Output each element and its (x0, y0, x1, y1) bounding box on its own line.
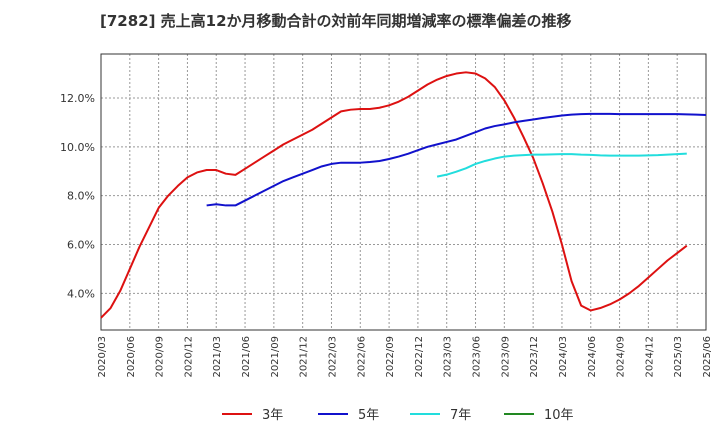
series-line-0 (100, 71, 688, 319)
x-tick-label: 2023/12 (529, 336, 540, 378)
x-tick-label: 2021/03 (212, 336, 223, 378)
x-tick-label: 2025/03 (673, 336, 684, 378)
x-tick-label: 2023/03 (443, 336, 454, 378)
x-tick-label: 2024/03 (558, 336, 569, 378)
x-tick-label: 2023/09 (500, 336, 511, 378)
x-tick-label: 2020/03 (97, 336, 108, 378)
x-tick-label: 2021/09 (270, 336, 281, 378)
x-tick-label: 2020/06 (126, 336, 137, 378)
x-axis: 2020/03 2020/06 2020/09 2020/12 2021/03 2021/… (97, 336, 713, 378)
series-line-1 (206, 112, 707, 207)
x-tick-label: 2022/06 (356, 336, 367, 378)
x-tick-label: 2023/06 (472, 336, 483, 378)
x-tick-label: 2022/03 (327, 336, 338, 378)
y-tick-label: 6.0% (67, 239, 95, 252)
y-tick-label: 10.0% (60, 141, 95, 154)
x-tick-label: 2024/12 (644, 336, 655, 378)
x-tick-label: 2024/06 (587, 336, 598, 378)
x-tick-label: 2022/09 (385, 336, 396, 378)
x-tick-label: 2021/06 (241, 336, 252, 378)
y-tick-label: 8.0% (67, 190, 95, 203)
y-axis: 4.0% 6.0% 8.0% 10.0% 12.0% (60, 92, 95, 300)
legend-label: 5年 (358, 408, 379, 423)
x-tick-label: 2020/09 (155, 336, 166, 378)
chart-title: [7282] 売上高12か月移動合計の対前年同期増減率の標準偏差の推移 (100, 12, 572, 30)
y-tick-label: 4.0% (67, 287, 95, 300)
x-tick-label: 2021/12 (299, 336, 310, 378)
grid-lines (100, 54, 707, 330)
x-tick-label: 2020/12 (183, 336, 194, 378)
y-tick-label: 12.0% (60, 92, 95, 105)
x-tick-label: 2025/06 (702, 336, 713, 378)
x-tick-label: 2022/12 (414, 336, 425, 378)
plot-area-frame (100, 53, 707, 331)
legend-label: 7年 (450, 408, 471, 423)
series-lines (100, 71, 707, 319)
legend-label: 3年 (262, 408, 283, 423)
legend: 3年 5年 7年 10年 (222, 408, 574, 423)
series-line-2 (436, 152, 687, 178)
legend-label: 10年 (544, 408, 574, 423)
x-tick-label: 2024/09 (616, 336, 627, 378)
